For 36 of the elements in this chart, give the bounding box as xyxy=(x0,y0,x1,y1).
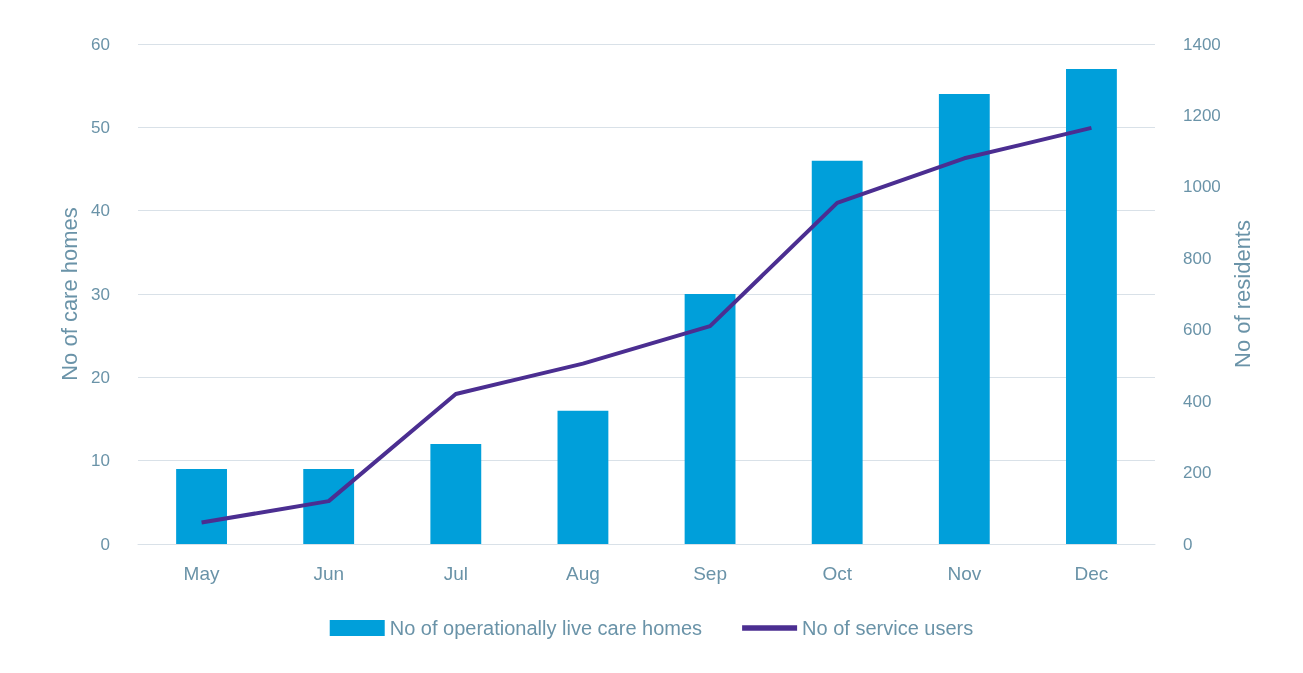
y2-axis-title: No of residents xyxy=(1230,220,1256,368)
bar xyxy=(684,294,736,544)
line-series xyxy=(199,125,1094,525)
y2-tick-label: 1000 xyxy=(1183,177,1221,197)
y2-tick-label: 800 xyxy=(1183,248,1212,268)
y-tick-label: 40 xyxy=(91,201,110,221)
y-tick-label: 60 xyxy=(91,34,110,54)
legend-label: No of service users xyxy=(802,617,974,639)
y2-tick-label: 0 xyxy=(1183,534,1193,554)
x-tick-label: Nov xyxy=(947,563,982,584)
y-tick-label: 30 xyxy=(91,284,110,304)
y2-tick-label: 600 xyxy=(1183,320,1212,340)
x-tick-label: Jun xyxy=(313,563,345,584)
y2-tick-label: 400 xyxy=(1183,391,1212,411)
x-tick-label: May xyxy=(183,563,220,584)
y-tick-label: 10 xyxy=(91,451,110,471)
y2-tick-label: 1400 xyxy=(1183,34,1221,54)
y2-tick-label: 200 xyxy=(1183,463,1212,483)
bar xyxy=(176,469,227,544)
x-tick-label: Sep xyxy=(693,563,727,584)
bar xyxy=(811,160,863,544)
y-tick-label: 50 xyxy=(91,117,110,137)
bar xyxy=(557,410,609,544)
x-tick-label: Aug xyxy=(566,563,600,584)
bar xyxy=(430,444,482,544)
bar xyxy=(303,469,355,544)
x-tick-label: Dec xyxy=(1074,563,1109,584)
bar xyxy=(938,94,990,544)
y-tick-label: 0 xyxy=(100,534,110,554)
y-tick-label: 20 xyxy=(91,367,110,387)
legend-label: No of operationally live care homes xyxy=(389,617,703,639)
y-axis-title: No of care homes xyxy=(56,207,82,381)
bar xyxy=(1066,69,1117,544)
x-tick-label: Oct xyxy=(822,563,853,584)
y2-tick-label: 1200 xyxy=(1183,105,1221,125)
x-tick-label: Jul xyxy=(443,563,468,584)
